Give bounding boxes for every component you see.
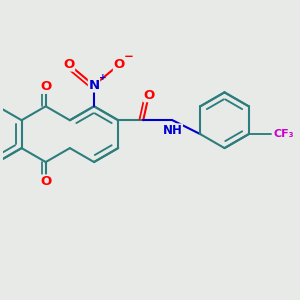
Text: O: O xyxy=(40,80,51,93)
Text: CF₃: CF₃ xyxy=(274,129,294,139)
Text: O: O xyxy=(143,88,154,102)
Text: O: O xyxy=(40,175,51,188)
Text: NH: NH xyxy=(163,124,182,137)
Text: N: N xyxy=(88,79,100,92)
Text: +: + xyxy=(99,73,107,82)
Text: O: O xyxy=(113,58,125,71)
Text: O: O xyxy=(63,58,74,71)
Text: −: − xyxy=(124,50,134,63)
